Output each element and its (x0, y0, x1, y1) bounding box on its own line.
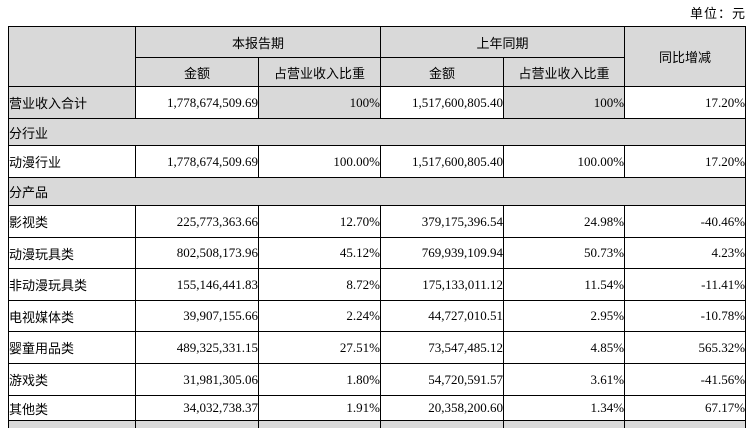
row-label: 电视媒体类 (8, 300, 136, 332)
header-row-measures: 金额 占营业收入比重 金额 占营业收入比重 (9, 57, 746, 87)
table-row-games: 游戏类 31,981,305.06 1.80% 54,720,591.57 3.… (8, 363, 747, 396)
header-pct-prior: 占营业收入比重 (503, 57, 626, 87)
row-label: 影视类 (8, 205, 136, 238)
cell-yoy: 17.20% (624, 145, 747, 178)
section-label: 分行业 (7, 118, 747, 146)
row-label: 营业收入合计 (8, 86, 136, 119)
cell-current-amount: 155,146,441.83 (135, 268, 259, 301)
cell-prior-amount: 769,939,109.94 (380, 237, 505, 269)
row-label: 其他类 (8, 395, 136, 421)
section-row-by-product: 分产品 (7, 177, 747, 206)
header-amount-current: 金额 (135, 57, 259, 87)
table-row-non-anime-toys: 非动漫玩具类 155,146,441.83 8.72% 175,133,011.… (8, 268, 747, 301)
cell-prior-amount: 1,517,600,805.40 (380, 86, 505, 119)
cell-prior-pct: 2.95% (503, 300, 626, 332)
cell-prior-pct: 24.98% (503, 205, 626, 238)
cell-yoy: -10.78% (624, 300, 747, 332)
cell-prior-pct: 4.85% (503, 331, 626, 364)
header-current-period: 本报告期 (134, 26, 382, 58)
cell-current-amount: 1,778,674,509.69 (135, 145, 259, 178)
cell-prior-amount: 379,175,396.54 (380, 205, 505, 238)
row-label: 动漫玩具类 (8, 237, 136, 269)
header-pct-current: 占营业收入比重 (257, 57, 382, 87)
header-amount-prior: 金额 (380, 57, 505, 87)
cell-current-amount: 802,508,173.96 (135, 237, 259, 269)
cell-prior-pct: 50.73% (503, 237, 626, 269)
cell-prior-pct: 100.00% (503, 145, 626, 178)
cell-current-pct: 45.12% (257, 237, 382, 269)
cell-prior-pct: 11.54% (503, 268, 626, 301)
cell-current-pct: 1.91% (257, 395, 382, 421)
cell-current-pct: 27.51% (257, 331, 382, 364)
cell-yoy: -40.46% (624, 205, 747, 238)
unit-label: 单位：元 (689, 6, 746, 21)
cell-current-amount: 39,907,155.66 (135, 300, 259, 332)
row-label: 游戏类 (8, 363, 136, 396)
cell-yoy: -41.56% (624, 363, 747, 396)
cell-prior-amount: 73,547,485.12 (380, 331, 505, 364)
table-row-clipped (8, 420, 747, 428)
cell-current-amount: 1,778,674,509.69 (135, 86, 259, 119)
corner-cell (8, 26, 136, 87)
row-label: 动漫行业 (8, 145, 136, 178)
cell-prior-amount: 175,133,011.12 (380, 268, 505, 301)
cell-current-amount: 31,981,305.06 (135, 363, 259, 396)
header-yoy-change: 同比增减 (624, 26, 747, 87)
row-label: 婴童用品类 (8, 331, 136, 364)
cell-current-pct: 12.70% (257, 205, 382, 238)
cell-prior-pct: 1.34% (503, 395, 626, 421)
cell-yoy: 565.32% (624, 331, 747, 364)
row-label: 非动漫玩具类 (8, 268, 136, 301)
table-row-anime-toys: 动漫玩具类 802,508,173.96 45.12% 769,939,109.… (8, 237, 747, 269)
table-row-total-revenue: 营业收入合计 1,778,674,509.69 100% 1,517,600,8… (8, 86, 747, 119)
cell-current-amount: 225,773,363.66 (135, 205, 259, 238)
cell-yoy: 67.17% (624, 395, 747, 421)
cell-current-amount: 34,032,738.37 (135, 395, 259, 421)
section-label: 分产品 (7, 177, 747, 206)
cell-prior-pct: 3.61% (503, 363, 626, 396)
cell-current-amount: 489,325,331.15 (135, 331, 259, 364)
cell-prior-amount: 44,727,010.51 (380, 300, 505, 332)
cell-prior-amount: 54,720,591.57 (380, 363, 505, 396)
cell-yoy: 17.20% (624, 86, 747, 119)
cell-current-pct: 1.80% (257, 363, 382, 396)
cell-current-pct: 8.72% (257, 268, 382, 301)
cell-prior-amount: 20,358,200.60 (380, 395, 505, 421)
revenue-breakdown-table: 本报告期 上年同期 同比增减 金额 占营业收入比重 金额 占营业收入比重 营业收… (7, 26, 747, 428)
cell-prior-pct: 100% (503, 86, 626, 119)
cell-prior-amount: 1,517,600,805.40 (380, 145, 505, 178)
header-row-periods: 本报告期 上年同期 同比增减 (8, 26, 747, 87)
cell-current-pct: 100.00% (257, 145, 382, 178)
cell-current-pct: 2.24% (257, 300, 382, 332)
table-row-baby-products: 婴童用品类 489,325,331.15 27.51% 73,547,485.1… (8, 331, 747, 364)
table-row-film-tv: 影视类 225,773,363.66 12.70% 379,175,396.54… (8, 205, 747, 238)
table-row-tv-media: 电视媒体类 39,907,155.66 2.24% 44,727,010.51 … (8, 300, 747, 332)
section-row-by-industry: 分行业 (7, 118, 747, 146)
cell-yoy: 4.23% (624, 237, 747, 269)
cell-current-pct: 100% (257, 86, 382, 119)
cell-yoy: -11.41% (624, 268, 747, 301)
header-prior-period: 上年同期 (380, 26, 626, 58)
table-row-animation-industry: 动漫行业 1,778,674,509.69 100.00% 1,517,600,… (8, 145, 747, 178)
table-row-others: 其他类 34,032,738.37 1.91% 20,358,200.60 1.… (8, 395, 747, 421)
